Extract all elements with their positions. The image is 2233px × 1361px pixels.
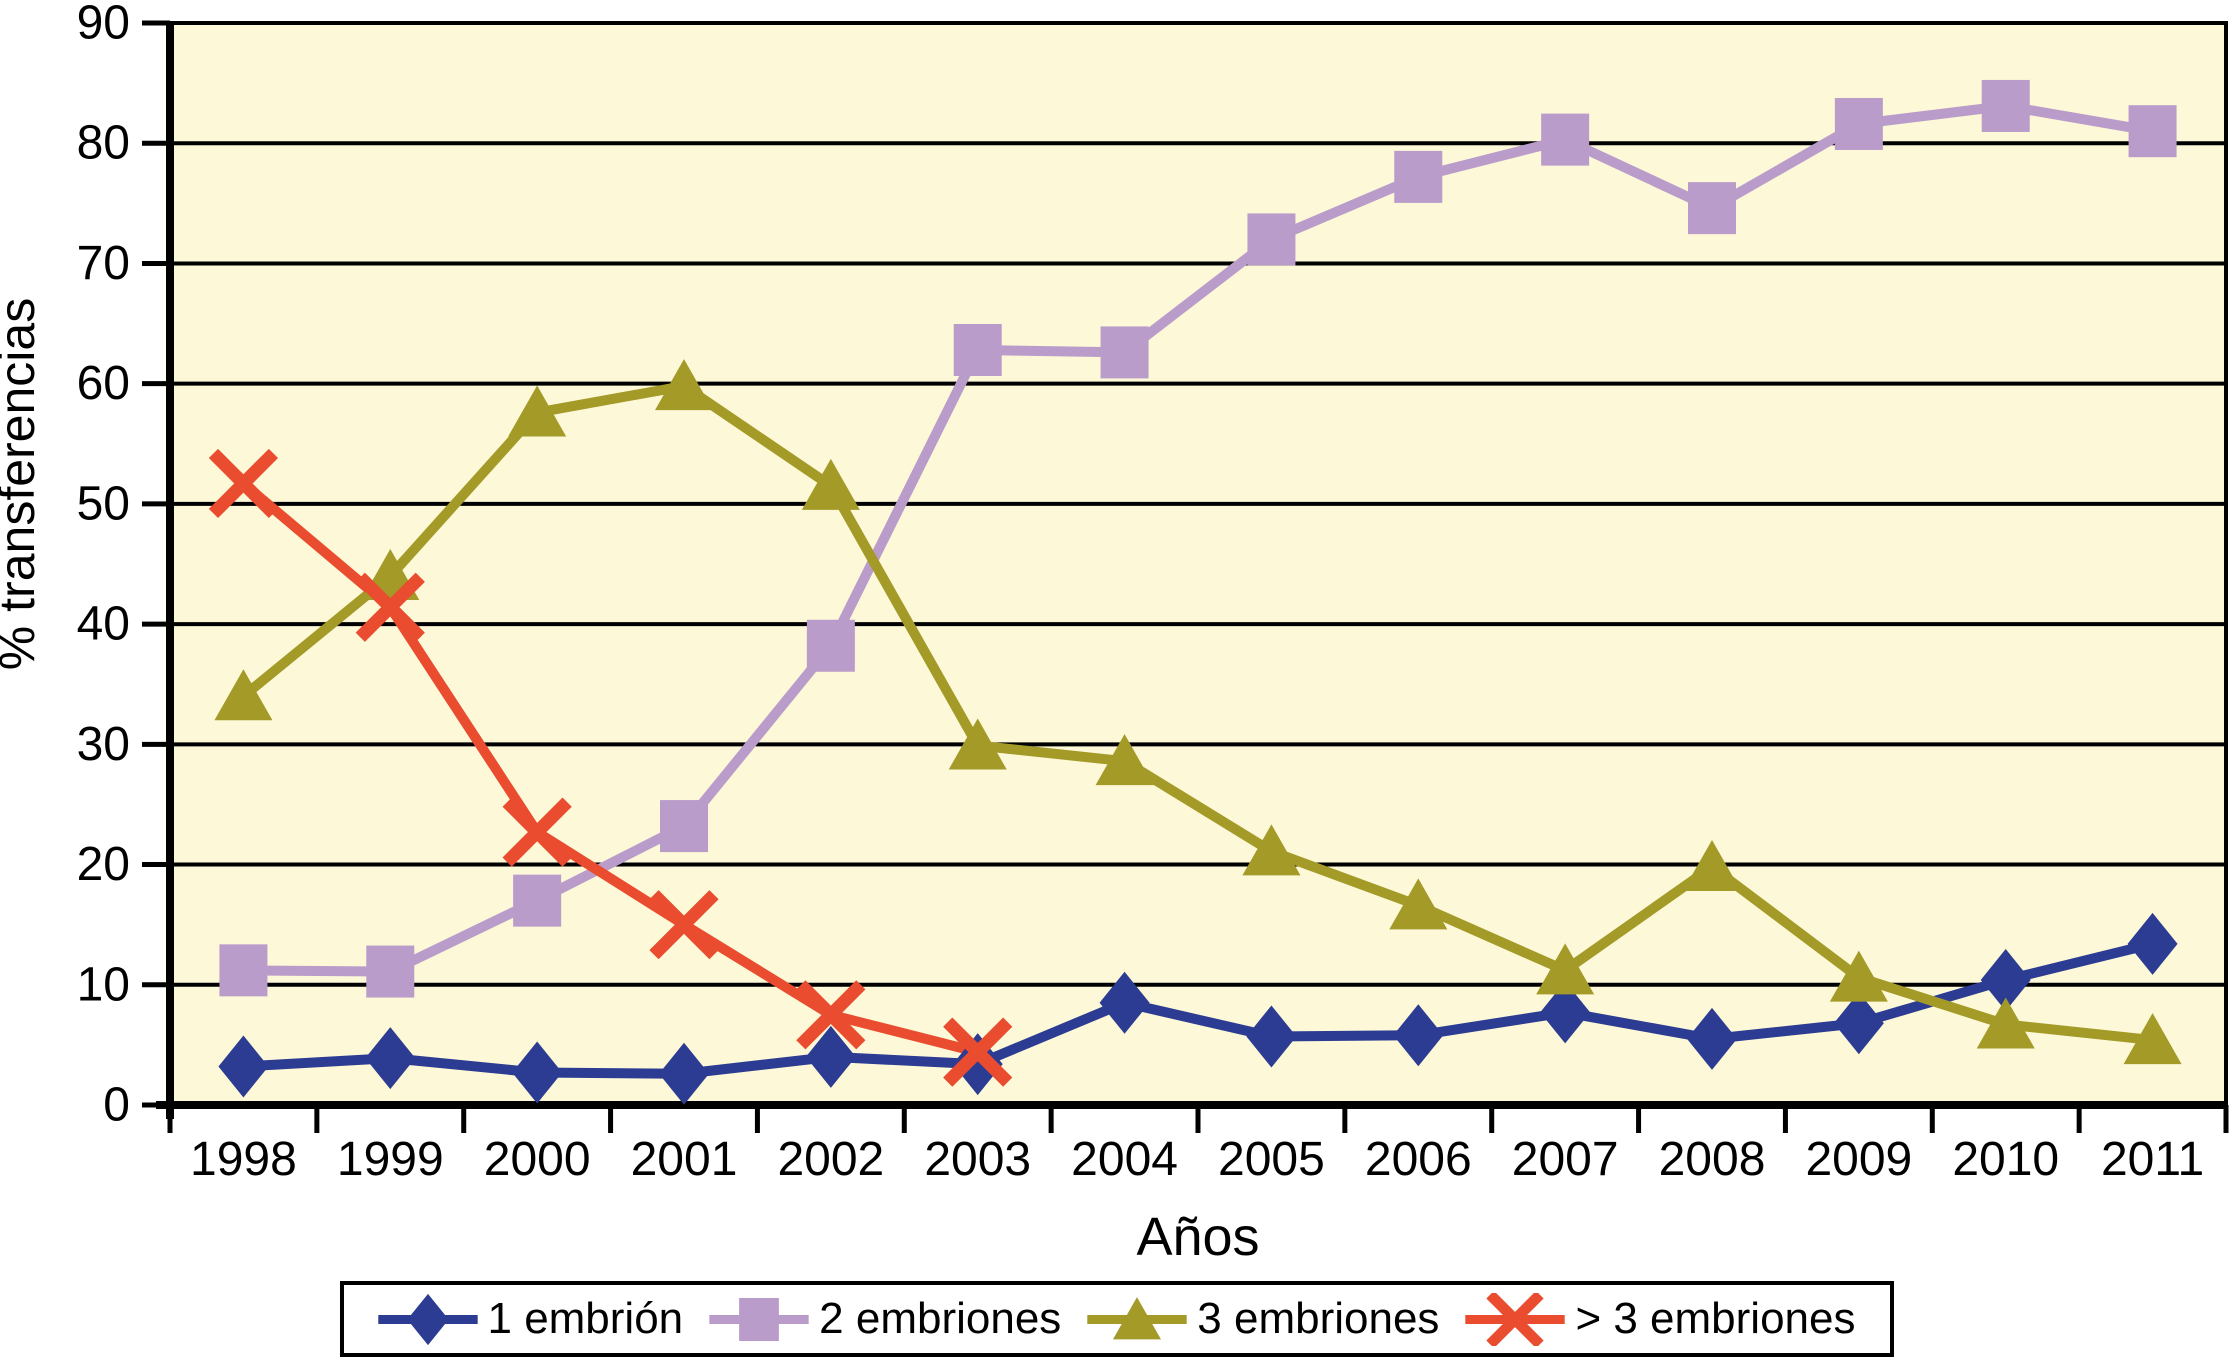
series-3-3-embriones-legend-glyph <box>1486 1292 1545 1346</box>
series-1-2-embriones-marker-2001 <box>660 800 708 853</box>
x-axis-title: Años <box>1136 1207 1259 1267</box>
series-1-2-embriones-marker-2000 <box>513 874 562 927</box>
series-0-1-embrión-marker-2001 <box>659 1042 709 1105</box>
legend-label: 2 embriones <box>819 1294 1062 1343</box>
series-0-1-embrión-marker-2010 <box>1980 948 2031 1011</box>
series-0-1-embrión-legend-marker-icon <box>377 1293 478 1345</box>
y-tick-label-90: 90 <box>77 0 130 50</box>
x-tick-label-2010: 2010 <box>1952 1133 2059 1186</box>
x-tick-label-2006: 2006 <box>1365 1133 1472 1186</box>
series-0-1-embrión-marker-2004 <box>1099 971 1150 1034</box>
series-1-2-embriones-marker-2008 <box>1688 182 1736 235</box>
x-tick-label-2001: 2001 <box>631 1133 738 1186</box>
series-3-3-embriones-marker-2000 <box>502 797 572 867</box>
series-0-1-embrión-marker-2006 <box>1393 1004 1444 1067</box>
y-tick-label-10: 10 <box>77 958 130 1011</box>
series-3-3-embriones-marker-1999 <box>355 572 425 642</box>
x-tick-label-2009: 2009 <box>1805 1133 1912 1186</box>
series-1-2-embriones-marker-2006 <box>1394 150 1443 203</box>
series-2-3-embriones-marker-2003 <box>948 718 1007 770</box>
x-tick-label-2004: 2004 <box>1071 1133 1178 1186</box>
legend-label: > 3 embriones <box>1575 1294 1856 1343</box>
x-tick-label-2007: 2007 <box>1512 1133 1619 1186</box>
y-tick-label-50: 50 <box>77 477 130 530</box>
series-0-1-embrión-marker-2008 <box>1687 1007 1737 1070</box>
series-1-2-embriones-marker-2004 <box>1100 326 1149 379</box>
series-1-2-embriones-marker-1998 <box>219 944 268 997</box>
y-tick-label-0: 0 <box>103 1079 130 1132</box>
line-chart: 0 10 20 30 40 50 60 70 80 90 1998 1999 2000 2001 2002 2… <box>0 0 2229 1267</box>
series-1-2-embriones-legend-glyph <box>739 1297 780 1341</box>
series-2-3-embriones-marker-1998 <box>214 669 273 721</box>
legend-item-series-1-2-embriones: 2 embriones <box>709 1293 1061 1346</box>
series-0-1-embrión-marker-2005 <box>1246 1005 1297 1068</box>
y-tick-label-80: 80 <box>77 117 130 170</box>
x-tick-label-1998: 1998 <box>190 1133 297 1186</box>
x-tick-label-2005: 2005 <box>1218 1133 1325 1186</box>
y-tick-label-70: 70 <box>77 237 130 290</box>
x-tick-label-2011: 2011 <box>2101 1133 2204 1186</box>
series-1-2-embriones-marker-2003 <box>953 324 1002 377</box>
y-tick-label-60: 60 <box>77 357 130 410</box>
series-3-3-embriones-marker-2001 <box>649 890 719 960</box>
series-2-3-embriones-legend-glyph <box>1113 1296 1162 1339</box>
plot-area <box>170 23 2226 1105</box>
series-2-3-embriones-marker-2002 <box>801 458 860 510</box>
series-2-3-embriones-legend-marker-icon <box>1087 1296 1187 1339</box>
series-0-1-embrión-marker-2000 <box>512 1041 563 1104</box>
legend-box: 1 embrión 2 embriones 3 embriones > 3 embri… <box>339 1281 1894 1357</box>
series-3-3-embriones-legend-marker-icon <box>1465 1292 1566 1346</box>
x-tick-label-2002: 2002 <box>777 1133 884 1186</box>
x-tick-label-1999: 1999 <box>337 1133 444 1186</box>
series-2-3-embriones-marker-2001 <box>655 359 713 411</box>
series-0-1-embrión-marker-1999 <box>365 1027 416 1090</box>
series-2-3-embriones-marker-2000 <box>508 385 567 437</box>
y-axis-title: % transferencias <box>0 298 45 670</box>
series-3-3-embriones-marker-1998 <box>208 448 279 519</box>
series-2-3-embriones-marker-2006 <box>1389 878 1448 930</box>
series-3-3-embriones-marker-2002 <box>796 980 866 1050</box>
series-3-3-embriones-marker-2003 <box>943 1017 1013 1087</box>
legend-item-series-2-3-embriones: 3 embriones <box>1087 1293 1439 1346</box>
series-1-2-embriones-marker-2011 <box>2128 105 2177 158</box>
series-0-1-embrión-marker-1998 <box>218 1035 269 1098</box>
legend-item-series-3-3-embriones: > 3 embriones <box>1465 1292 1856 1346</box>
series-1-2-embriones-line <box>243 100 2154 977</box>
y-tick-label-40: 40 <box>77 598 130 651</box>
x-tick-label-2008: 2008 <box>1659 1133 1766 1186</box>
series-2-3-embriones-marker-2007 <box>1536 943 1595 995</box>
y-tick-label-20: 20 <box>77 838 130 891</box>
series-1-2-embriones-marker-2009 <box>1834 97 1883 150</box>
series-1-2-embriones-marker-2002 <box>806 619 855 672</box>
series-1-2-embriones-marker-2010 <box>1981 79 2030 132</box>
series-0-1-embrión-legend-glyph <box>406 1293 449 1345</box>
series-2-3-embriones-marker-2005 <box>1242 824 1301 876</box>
series-1-2-embriones-legend-marker-icon <box>709 1297 809 1341</box>
series-0-1-embrión-marker-2009 <box>1833 992 1884 1055</box>
series-0-1-embrión-marker-2007 <box>1540 981 1591 1044</box>
y-tick-label-30: 30 <box>77 718 130 771</box>
series-2-3-embriones-marker-2010 <box>1976 997 2035 1049</box>
series-2-3-embriones-marker-2011 <box>2123 1013 2182 1065</box>
series-0-1-embrión-marker-2002 <box>805 1025 856 1088</box>
legend-label: 1 embrión <box>487 1294 684 1343</box>
legend-item-series-0-1-embrión: 1 embrión <box>377 1293 683 1346</box>
series-2-3-embriones-marker-2004 <box>1095 734 1154 786</box>
series-2-3-embriones-line <box>240 381 2154 1046</box>
series-1-2-embriones-marker-2007 <box>1541 113 1590 166</box>
series-2-3-embriones-marker-2008 <box>1683 839 1741 891</box>
x-tick-label-2003: 2003 <box>924 1133 1031 1186</box>
series-1-2-embriones-marker-1999 <box>366 945 415 998</box>
legend-label: 3 embriones <box>1197 1294 1440 1343</box>
x-tick-label-2000: 2000 <box>484 1133 591 1186</box>
series-1-2-embriones-marker-2005 <box>1247 213 1296 266</box>
series-2-3-embriones-marker-2009 <box>1829 950 1888 1002</box>
series-0-1-embrión-marker-2011 <box>2127 912 2178 975</box>
